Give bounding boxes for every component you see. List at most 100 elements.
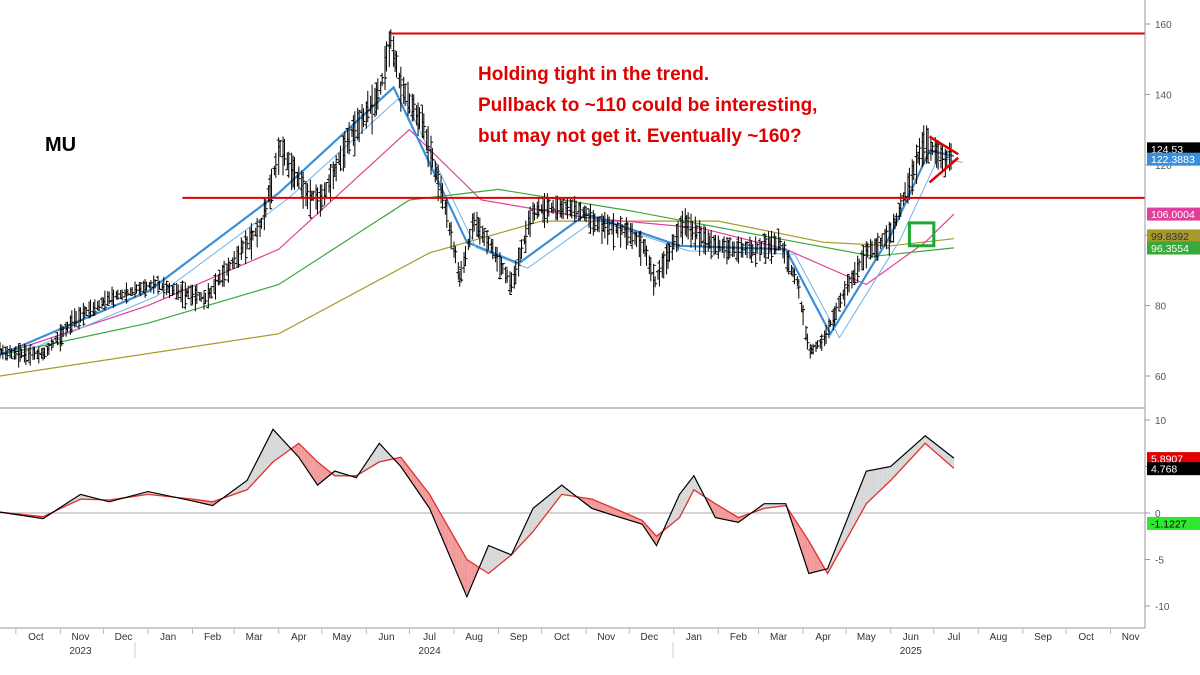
- oscillator-fill: [318, 463, 322, 484]
- price-value-label-text: 96.3554: [1151, 243, 1189, 255]
- oscillator-fill: [612, 507, 615, 516]
- oscillator-fill: [589, 498, 592, 509]
- x-tick-label: Sep: [1034, 632, 1052, 643]
- oscillator-fill: [862, 474, 865, 512]
- oscillator-fill: [882, 467, 885, 489]
- price-value-label-bg: [1147, 229, 1200, 243]
- oscillator-fill: [591, 499, 595, 510]
- oscillator-fill: [531, 507, 535, 534]
- oscillator-fill: [600, 502, 604, 513]
- oscillator-fill: [629, 514, 633, 522]
- oscillator-fill: [614, 508, 618, 517]
- oscillator-fill: [364, 460, 368, 471]
- oscillator-fill: [609, 506, 612, 515]
- oscillator-fill: [712, 501, 716, 518]
- x-tick-label: May: [332, 632, 351, 643]
- oscillator-fill: [764, 503, 768, 509]
- oscillator-fill: [301, 446, 305, 466]
- price-value-label-bg: [1147, 142, 1200, 156]
- x-tick-label: Aug: [990, 632, 1008, 643]
- oscillator-fill: [367, 456, 371, 469]
- ticker-symbol: MU: [45, 134, 77, 156]
- annotation-line-1: Holding tight in the trend.: [478, 64, 710, 85]
- oscillator-fill: [905, 451, 908, 465]
- oscillator-fill: [899, 456, 903, 472]
- oscillator-fill: [729, 512, 733, 522]
- oscillator-fill: [462, 552, 466, 594]
- oscillator-fill: [859, 482, 862, 517]
- oscillator-fill: [807, 538, 811, 574]
- oscillator-fill: [488, 545, 492, 574]
- oscillator-fill: [545, 495, 549, 515]
- x-tick-label: Apr: [291, 632, 307, 643]
- oscillator-fill: [818, 558, 822, 571]
- x-tick-label: Jan: [686, 632, 702, 643]
- price-value-label-text: 122.3883: [1151, 154, 1195, 166]
- oscillator-fill: [307, 451, 311, 475]
- oscillator-fill: [864, 470, 868, 507]
- oscillator-fill: [442, 516, 446, 546]
- oscillator-fill: [795, 521, 799, 543]
- x-tick-label: Jun: [903, 632, 919, 643]
- oscillator-fill: [681, 488, 684, 515]
- oscillator-fill: [270, 429, 273, 465]
- oscillator-fill: [439, 511, 443, 539]
- x-year-label: 2024: [418, 646, 441, 657]
- oscillator-fill: [583, 497, 587, 504]
- x-tick-label: Oct: [1078, 632, 1094, 643]
- oscillator-fill: [482, 552, 486, 572]
- oscillator-fill: [379, 443, 383, 462]
- annotation-text: Holding tight in the trend. Pullback to …: [478, 59, 817, 152]
- oscillator-fill: [772, 503, 776, 508]
- oscillator-value-label-text: 4.768: [1151, 464, 1177, 476]
- x-tick-label: Feb: [204, 632, 222, 643]
- y-tick-label-osc: 0: [1155, 509, 1161, 520]
- x-tick-label: Dec: [115, 632, 133, 643]
- oscillator-fill: [606, 505, 610, 514]
- y-tick-label-price: 80: [1155, 302, 1167, 313]
- price-value-label-text: 99.8392: [1151, 231, 1189, 243]
- x-tick-label: Apr: [815, 632, 831, 643]
- moving-average-ma_green: [0, 188, 954, 356]
- x-year-label: 2025: [900, 646, 923, 657]
- oscillator-fill: [870, 469, 874, 500]
- oscillator-fill: [448, 527, 452, 560]
- oscillator-fill: [724, 508, 727, 520]
- oscillator-fill: [896, 458, 900, 475]
- oscillator-fill: [726, 510, 730, 521]
- annotation-line-3: but may not get it. Eventually ~160?: [478, 126, 802, 147]
- oscillator-fill: [80, 494, 84, 500]
- oscillator-value-label-bg: [1147, 462, 1200, 476]
- oscillator-fill: [499, 550, 503, 565]
- y-tick-label-price: 160: [1155, 20, 1172, 31]
- oscillator-fill: [718, 505, 722, 519]
- x-tick-label: Jul: [948, 632, 961, 643]
- oscillator-fill: [902, 453, 906, 469]
- oscillator-fill: [454, 537, 457, 573]
- macd-line: [0, 428, 955, 599]
- oscillator-value-label: -1.1227: [1147, 516, 1200, 530]
- oscillator-fill: [491, 546, 495, 572]
- oscillator-fill: [456, 542, 460, 580]
- x-tick-label: Feb: [730, 632, 748, 643]
- oscillator-fill: [594, 500, 598, 511]
- oscillator-fill: [936, 444, 940, 456]
- y-tick-label-price: 140: [1155, 90, 1172, 101]
- triangle-upper-line: [928, 135, 959, 156]
- y-tick-label-price: 60: [1155, 372, 1167, 383]
- oscillator-fill: [255, 457, 259, 481]
- price-value-label: 122.3883: [1147, 152, 1200, 166]
- oscillator-fill: [396, 457, 400, 465]
- oscillator-fill: [890, 463, 894, 481]
- y-tick-label-osc: -10: [1155, 602, 1170, 613]
- price-value-label: 106.0004: [1147, 207, 1200, 221]
- oscillator-fill: [468, 560, 472, 594]
- oscillator-fill: [497, 549, 500, 567]
- oscillator-fill: [810, 543, 814, 574]
- oscillator-fill: [692, 477, 696, 493]
- oscillator-fill: [695, 478, 699, 493]
- oscillator-fill: [324, 467, 328, 480]
- x-year-label: 2023: [69, 646, 92, 657]
- oscillator-fill: [623, 512, 627, 520]
